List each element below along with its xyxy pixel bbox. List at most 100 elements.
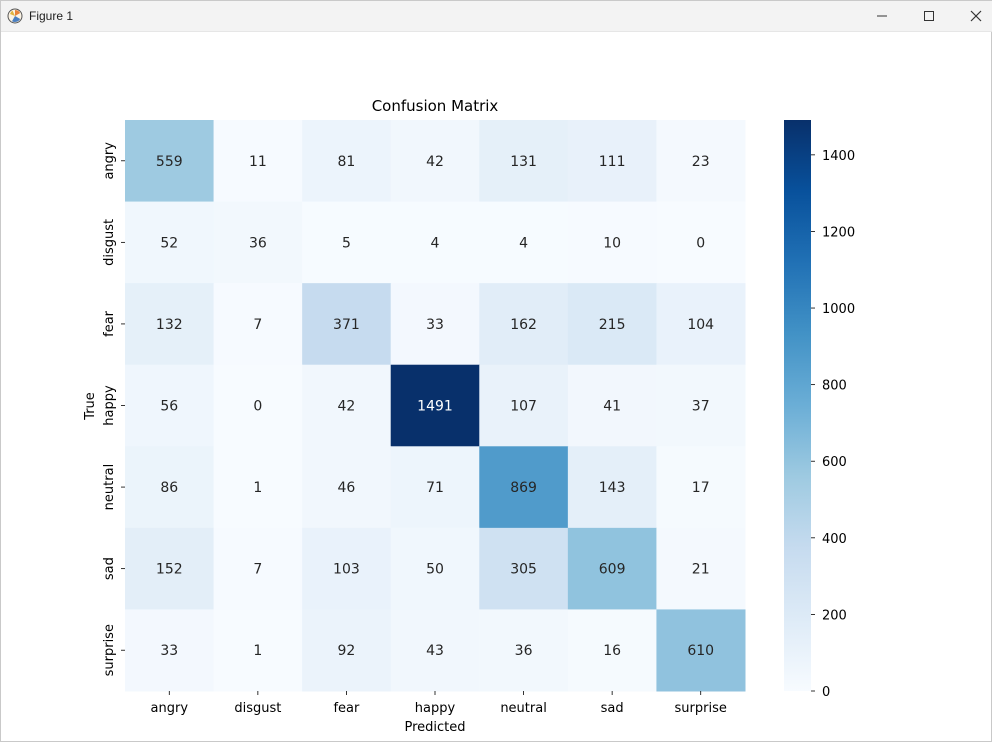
heatmap-cell <box>567 120 657 203</box>
cell-value-label: 36 <box>515 643 533 659</box>
colorbar-tick-label: 0 <box>822 685 830 700</box>
maximize-icon <box>924 11 934 21</box>
cell-value-label: 21 <box>692 562 710 578</box>
colorbar-tick-label: 1400 <box>822 149 855 164</box>
heatmap-cell <box>567 446 657 529</box>
cell-value-label: 86 <box>160 480 178 496</box>
cell-value-label: 92 <box>338 643 356 659</box>
cell-value-label: 23 <box>692 154 710 170</box>
heatmap-cell <box>390 364 480 447</box>
cell-value-label: 610 <box>687 643 714 659</box>
cell-value-label: 1 <box>253 480 262 496</box>
x-tick-label: surprise <box>675 701 727 716</box>
cell-value-label: 4 <box>431 235 440 251</box>
minimize-icon <box>877 15 887 17</box>
cell-value-label: 33 <box>160 643 178 659</box>
close-button[interactable] <box>953 1 992 31</box>
heatmap-cell <box>390 283 480 366</box>
close-icon <box>970 10 982 22</box>
heatmap-cell <box>390 120 480 203</box>
maximize-button[interactable] <box>906 1 952 31</box>
heatmap-cell <box>213 201 303 284</box>
heatmap-cell <box>390 446 480 529</box>
cell-value-label: 131 <box>510 154 537 170</box>
cell-value-label: 4 <box>519 235 528 251</box>
x-tick-label: angry <box>151 701 189 716</box>
cell-value-label: 7 <box>253 317 262 333</box>
chart-title: Confusion Matrix <box>372 97 499 115</box>
cell-value-label: 104 <box>687 317 714 333</box>
heatmap-cell <box>479 201 569 284</box>
heatmap-cell <box>302 201 392 284</box>
heatmap-cell <box>656 201 746 284</box>
cell-value-label: 50 <box>426 562 444 578</box>
cell-value-label: 42 <box>338 399 356 415</box>
heatmap-cell <box>302 527 392 610</box>
heatmap-cell <box>213 283 303 366</box>
heatmap-cell <box>213 364 303 447</box>
heatmap-cell <box>390 527 480 610</box>
colorbar-tick-label: 1000 <box>822 302 855 317</box>
heatmap-cell <box>479 283 569 366</box>
x-tick-label: fear <box>333 701 360 716</box>
y-axis-label: True <box>83 392 98 421</box>
cell-value-label: 41 <box>603 399 621 415</box>
heatmap-cell <box>390 609 480 692</box>
title-bar[interactable]: Figure 1 <box>1 1 992 32</box>
cell-value-label: 0 <box>696 235 705 251</box>
cell-value-label: 162 <box>510 317 537 333</box>
colorbar-tick-label: 200 <box>822 608 847 623</box>
cell-value-label: 46 <box>338 480 356 496</box>
cell-value-label: 132 <box>156 317 183 333</box>
cell-value-label: 1491 <box>417 399 453 415</box>
cell-value-label: 143 <box>599 480 626 496</box>
heatmap-cell <box>125 283 215 366</box>
cell-value-label: 16 <box>603 643 621 659</box>
cell-value-label: 152 <box>156 562 183 578</box>
heatmap-cell <box>656 364 746 447</box>
matplotlib-figure-icon <box>7 8 23 24</box>
cell-value-label: 36 <box>249 235 267 251</box>
heatmap-cell <box>567 527 657 610</box>
colorbar-tick-label: 600 <box>822 455 847 470</box>
heatmap-cell <box>656 446 746 529</box>
heatmap-cell <box>213 446 303 529</box>
y-tick-label: fear <box>102 310 117 337</box>
heatmap-cell <box>567 609 657 692</box>
cell-value-label: 0 <box>253 399 262 415</box>
heatmap-cell <box>125 609 215 692</box>
heatmap-cell <box>567 201 657 284</box>
y-axis-ticks: angry disgust fear happy neutral sad surprise <box>102 142 125 676</box>
x-axis-ticks: angry disgust fear happy neutral sad surprise <box>151 691 727 716</box>
minimize-button[interactable] <box>859 1 905 31</box>
x-tick-label: happy <box>415 701 456 716</box>
cell-value-label: 11 <box>249 154 267 170</box>
cell-value-label: 43 <box>426 643 444 659</box>
y-tick-label: disgust <box>102 219 117 266</box>
cell-value-label: 37 <box>692 399 710 415</box>
colorbar <box>784 120 811 691</box>
cell-value-label: 56 <box>160 399 178 415</box>
cell-value-label: 103 <box>333 562 360 578</box>
heatmap-cell <box>125 201 215 284</box>
cell-value-label: 371 <box>333 317 360 333</box>
cell-value-label: 869 <box>510 480 537 496</box>
heatmap-cell <box>302 364 392 447</box>
cell-value-label: 71 <box>426 480 444 496</box>
heatmap-cell <box>125 120 215 203</box>
y-tick-label: sad <box>102 557 117 580</box>
heatmap-cell <box>125 446 215 529</box>
heatmap-cell <box>479 609 569 692</box>
y-tick-label: happy <box>102 385 117 426</box>
heatmap-cell <box>390 201 480 284</box>
heatmap-cell <box>656 609 746 692</box>
heatmap-cell <box>213 120 303 203</box>
y-tick-label: neutral <box>102 464 117 511</box>
cell-value-label: 5 <box>342 235 351 251</box>
x-tick-label: sad <box>601 701 624 716</box>
colorbar-ticks: 0 200 400 600 800 1000 1200 1400 <box>811 149 855 700</box>
colorbar-tick-label: 1200 <box>822 225 855 240</box>
